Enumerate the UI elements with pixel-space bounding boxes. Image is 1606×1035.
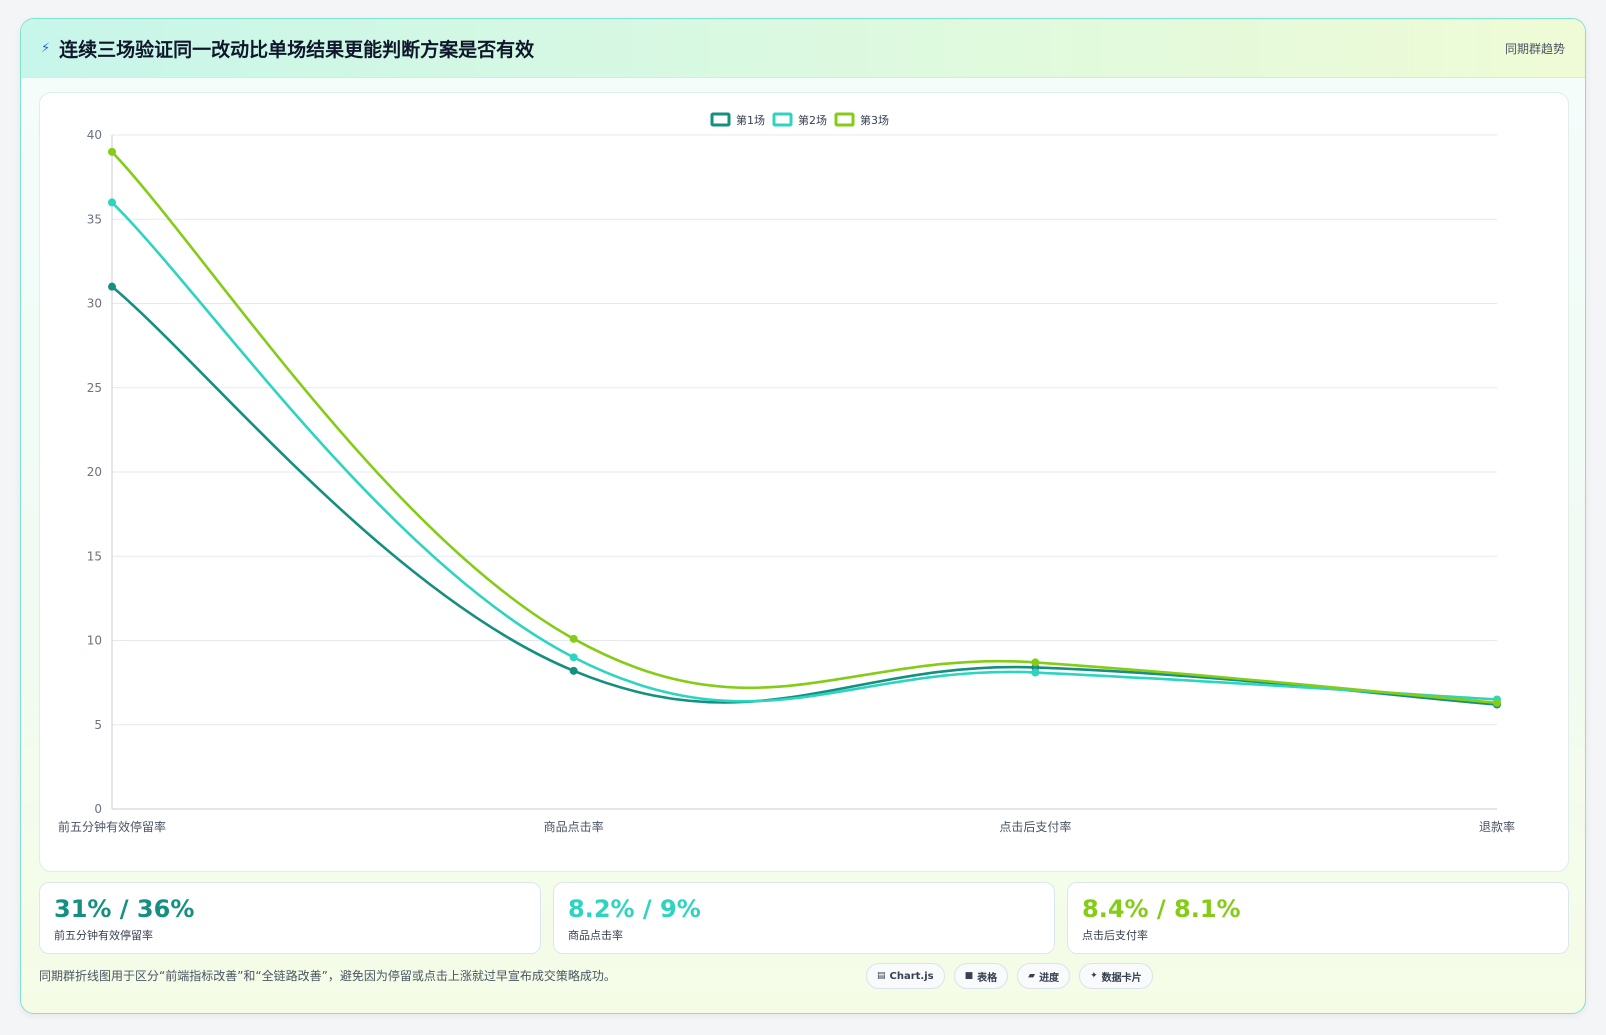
stat-card: 8.4% / 8.1% 点击后支付率	[1067, 882, 1569, 954]
chip-table[interactable]: ■ 表格	[953, 963, 1009, 989]
stat-value: 8.2% / 9%	[568, 895, 701, 923]
y-tick-label: 20	[87, 465, 102, 479]
stat-card: 8.2% / 9% 商品点击率	[553, 882, 1055, 954]
legend-swatch	[710, 112, 731, 127]
chip-data-card[interactable]: ✦ 数据卡片	[1079, 963, 1153, 989]
data-point	[1031, 658, 1040, 667]
x-tick-label: 商品点击率	[544, 819, 604, 834]
x-tick-label: 点击后支付率	[999, 819, 1071, 834]
legend-swatch	[772, 112, 793, 127]
footer-note: 同期群折线图用于区分“前端指标改善”和“全链路改善”，避免因为停留或点击上涨就过…	[39, 969, 616, 983]
y-tick-label: 0	[94, 802, 102, 816]
stat-card: 31% / 36% 前五分钟有效停留率	[39, 882, 541, 954]
data-point	[569, 634, 578, 643]
series-line-3	[111, 150, 1498, 705]
chip-label: Chart.js	[889, 970, 934, 982]
table-icon: ■	[964, 971, 974, 981]
feature-chips: ▤ Chart.js ■ 表格 ▰ 进度 ✦ 数据卡片	[866, 963, 1153, 989]
trend-card: ⚡ 连续三场验证同一改动比单场结果更能判断方案是否有效 同期群趋势 0 5 10 15…	[20, 18, 1586, 1014]
x-tick-label: 前五分钟有效停留率	[58, 819, 166, 834]
line-chart: 0 5 10 15 20 25 30 35 40 前五分钟有效停留率 商品点击率 点击后支付率 退款率 第…	[58, 112, 1515, 834]
chip-progress[interactable]: ▰ 进度	[1017, 963, 1071, 989]
legend-label: 第1场	[736, 113, 765, 127]
stat-cards: 31% / 36% 前五分钟有效停留率 8.2% / 9% 商品点击率 8.4%…	[39, 882, 1569, 954]
series-line-1	[111, 285, 1498, 706]
x-tick-label: 退款率	[1479, 819, 1515, 834]
y-tick-label: 30	[87, 297, 102, 311]
chart-icon: ▤	[877, 971, 886, 981]
y-tick-label: 5	[94, 718, 102, 732]
data-point	[569, 653, 578, 662]
y-tick-label: 25	[87, 381, 102, 395]
stat-label: 点击后支付率	[1082, 929, 1148, 942]
data-point	[108, 282, 116, 291]
legend-swatch	[834, 112, 855, 127]
y-tick-label: 40	[87, 128, 102, 142]
stat-value: 8.4% / 8.1%	[1082, 895, 1241, 923]
chart-panel: 0 5 10 15 20 25 30 35 40 前五分钟有效停留率 商品点击率 点击后支付率 退款率 第…	[39, 92, 1569, 872]
y-tick-label: 10	[87, 634, 102, 648]
data-point	[108, 147, 116, 156]
stat-label: 前五分钟有效停留率	[54, 929, 153, 942]
data-point	[1031, 668, 1040, 677]
stat-value: 31% / 36%	[54, 895, 195, 923]
legend-label: 第2场	[798, 113, 827, 127]
card-header: ⚡ 连续三场验证同一改动比单场结果更能判断方案是否有效 同期群趋势	[21, 19, 1585, 78]
lightning-icon: ⚡	[41, 41, 51, 56]
y-tick-label: 15	[87, 549, 102, 563]
page-title-text: 连续三场验证同一改动比单场结果更能判断方案是否有效	[59, 39, 535, 61]
data-point	[1493, 698, 1501, 707]
series-line-2	[111, 201, 1498, 703]
legend-label: 第3场	[860, 113, 889, 127]
y-tick-label: 35	[87, 212, 102, 226]
progress-icon: ▰	[1028, 971, 1036, 981]
page-title: ⚡ 连续三场验证同一改动比单场结果更能判断方案是否有效	[41, 35, 534, 62]
chip-label: 数据卡片	[1101, 972, 1142, 984]
data-point	[108, 198, 116, 207]
chip-chartjs[interactable]: ▤ Chart.js	[866, 963, 945, 989]
chip-label: 进度	[1039, 972, 1060, 984]
sparkle-icon: ✦	[1090, 971, 1098, 981]
stat-label: 商品点击率	[568, 929, 623, 942]
chip-label: 表格	[977, 972, 998, 984]
cohort-trend-link[interactable]: 同期群趋势	[1504, 42, 1565, 56]
data-point	[569, 666, 578, 675]
